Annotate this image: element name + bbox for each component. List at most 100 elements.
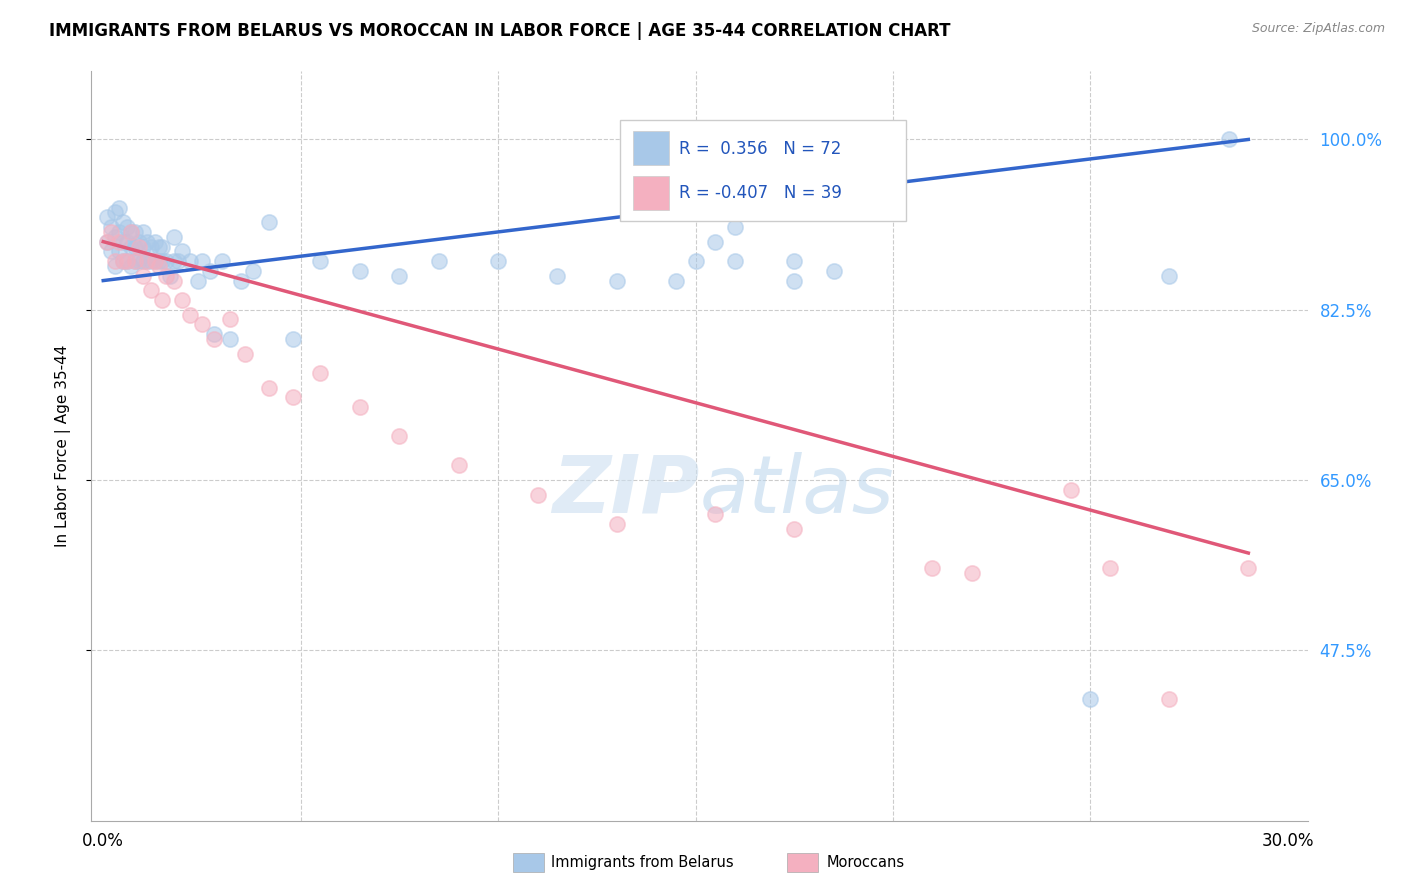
Point	[104, 205, 127, 219]
Point	[124, 254, 146, 268]
Point	[155, 268, 177, 283]
Point	[120, 225, 142, 239]
Point	[132, 225, 155, 239]
Point	[211, 254, 233, 268]
Point	[111, 215, 134, 229]
Point	[179, 308, 201, 322]
Point	[606, 274, 628, 288]
Point	[823, 264, 845, 278]
Point	[104, 254, 127, 268]
Point	[100, 225, 122, 239]
Point	[135, 254, 157, 268]
Point	[704, 507, 727, 521]
Point	[100, 244, 122, 259]
Point	[1099, 560, 1122, 574]
Point	[128, 239, 150, 253]
Point	[163, 274, 186, 288]
Point	[281, 332, 304, 346]
Text: Immigrants from Belarus: Immigrants from Belarus	[551, 855, 734, 870]
Text: ZIP: ZIP	[553, 452, 699, 530]
Point	[111, 254, 134, 268]
Text: Source: ZipAtlas.com: Source: ZipAtlas.com	[1251, 22, 1385, 36]
Point	[167, 254, 190, 268]
FancyBboxPatch shape	[633, 177, 669, 210]
Point	[309, 366, 332, 380]
Point	[115, 235, 138, 249]
Point	[179, 254, 201, 268]
Point	[115, 254, 138, 268]
Point	[96, 211, 118, 225]
Point	[218, 312, 240, 326]
Point	[921, 560, 943, 574]
Point	[120, 225, 142, 239]
Point	[96, 235, 118, 249]
Point	[704, 235, 727, 249]
Point	[198, 264, 221, 278]
Text: R =  0.356   N = 72: R = 0.356 N = 72	[679, 139, 841, 158]
Point	[139, 254, 162, 268]
Text: Moroccans: Moroccans	[827, 855, 905, 870]
Point	[111, 235, 134, 249]
Point	[128, 235, 150, 249]
Point	[108, 235, 131, 249]
Point	[139, 239, 162, 253]
Point	[120, 239, 142, 253]
Point	[235, 346, 257, 360]
Point	[135, 254, 157, 268]
Y-axis label: In Labor Force | Age 35-44: In Labor Force | Age 35-44	[55, 345, 70, 547]
FancyBboxPatch shape	[620, 120, 907, 221]
Point	[685, 254, 707, 268]
Point	[163, 254, 186, 268]
Point	[128, 254, 150, 268]
Point	[135, 235, 157, 249]
Point	[100, 220, 122, 235]
Point	[724, 220, 747, 235]
Point	[242, 264, 264, 278]
Point	[143, 254, 166, 268]
Point	[187, 274, 209, 288]
Text: atlas: atlas	[699, 452, 894, 530]
Point	[231, 274, 253, 288]
Point	[191, 318, 214, 332]
FancyBboxPatch shape	[633, 131, 669, 165]
Point	[526, 488, 548, 502]
Point	[783, 522, 806, 536]
Point	[1159, 268, 1181, 283]
Point	[124, 239, 146, 253]
Point	[960, 566, 983, 580]
Text: IMMIGRANTS FROM BELARUS VS MOROCCAN IN LABOR FORCE | AGE 35-44 CORRELATION CHART: IMMIGRANTS FROM BELARUS VS MOROCCAN IN L…	[49, 22, 950, 40]
Point	[148, 239, 170, 253]
Point	[665, 274, 688, 288]
Point	[1059, 483, 1081, 497]
Point	[388, 268, 411, 283]
Point	[104, 259, 127, 273]
Point	[606, 516, 628, 531]
Point	[124, 225, 146, 239]
Point	[143, 235, 166, 249]
Point	[202, 327, 225, 342]
Point	[108, 201, 131, 215]
Point	[1159, 692, 1181, 706]
Point	[172, 293, 194, 307]
Point	[159, 268, 181, 283]
Point	[309, 254, 332, 268]
Point	[132, 239, 155, 253]
Point	[349, 400, 371, 414]
Point	[132, 254, 155, 268]
Point	[111, 254, 134, 268]
Point	[1218, 132, 1240, 146]
Point	[191, 254, 214, 268]
Point	[115, 220, 138, 235]
Point	[349, 264, 371, 278]
Point	[143, 254, 166, 268]
Point	[281, 390, 304, 404]
Text: R = -0.407   N = 39: R = -0.407 N = 39	[679, 185, 842, 202]
Point	[148, 259, 170, 273]
Point	[1080, 692, 1102, 706]
Point	[783, 274, 806, 288]
Point	[124, 254, 146, 268]
Point	[202, 332, 225, 346]
Point	[1237, 560, 1260, 574]
Point	[163, 229, 186, 244]
Point	[546, 268, 568, 283]
